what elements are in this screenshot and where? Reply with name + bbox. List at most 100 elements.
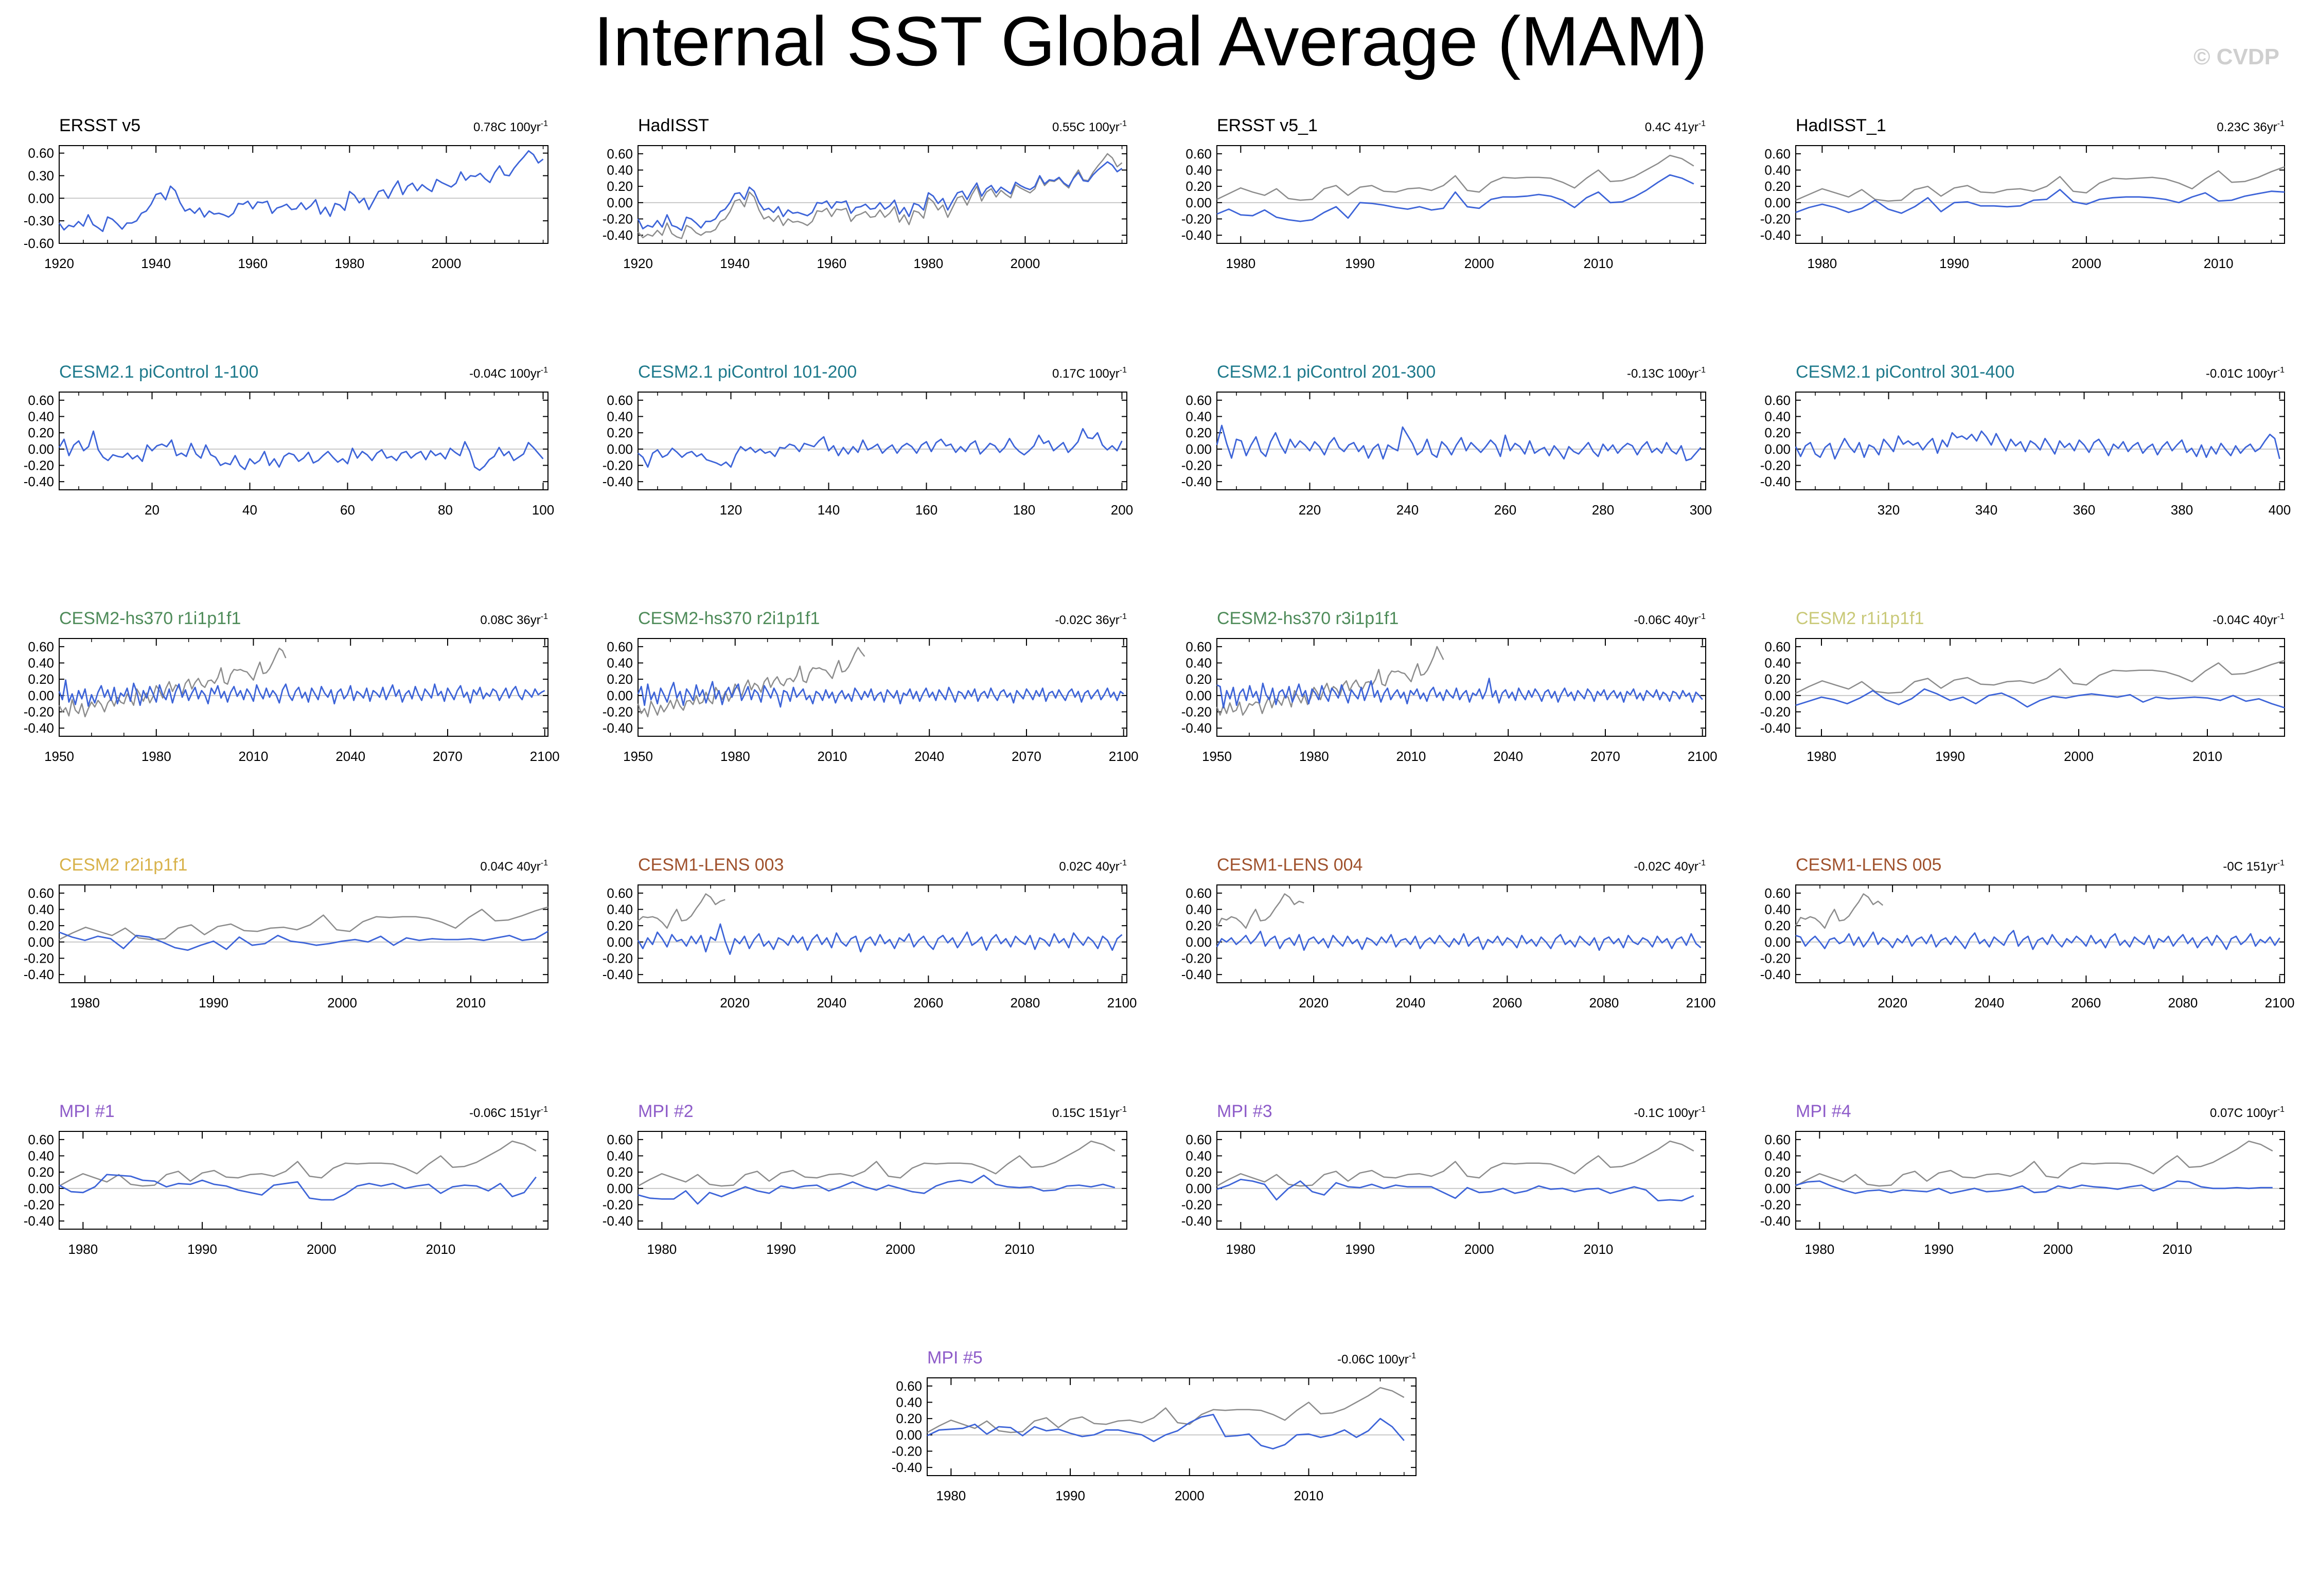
y-tick-label: 0.20 <box>1764 425 1791 440</box>
x-tick-label: 1990 <box>1345 1242 1375 1257</box>
x-tick-label: 40 <box>242 502 257 518</box>
x-tick-label: 1990 <box>1924 1242 1954 1257</box>
x-tick-label: 1980 <box>1226 1242 1255 1257</box>
y-tick-label: -0.40 <box>1760 967 1791 982</box>
chart-panel: MPI #4 0.07C 100yr-1 -0.40-0.200.000.200.4… <box>1760 1102 2285 1257</box>
model-series-line <box>1216 424 1702 462</box>
y-tick-label: -0.20 <box>24 1197 54 1213</box>
x-tick-label: 2010 <box>2163 1242 2192 1257</box>
y-tick-label: 0.60 <box>1764 885 1791 901</box>
model-series-line <box>58 150 544 233</box>
chart-panel: CESM1-LENS 004 -0.02C 40yr-1 -0.40-0.200.0… <box>1181 855 1716 1010</box>
x-tick-label: 1950 <box>44 749 74 764</box>
y-tick-label: 0.00 <box>607 195 633 210</box>
plot-frame <box>1795 884 2285 983</box>
y-tick-label: 0.20 <box>607 671 633 687</box>
x-tick-label: 1980 <box>647 1242 677 1257</box>
observed-series-line <box>1216 646 1444 716</box>
trend-exponent: -1 <box>1120 366 1127 375</box>
trend-label: -0.04C 40yr-1 <box>2212 612 2285 627</box>
x-tick-label: 2010 <box>239 749 269 764</box>
plot-frame <box>638 1131 1127 1230</box>
y-tick-label: 0.20 <box>607 918 633 933</box>
y-tick-label: 0.60 <box>28 885 54 901</box>
x-tick-label: 1920 <box>623 256 653 271</box>
model-series-line <box>1216 174 1694 222</box>
plot-frame <box>638 145 1127 244</box>
y-tick-label: 0.00 <box>896 1427 922 1443</box>
panel-title: CESM1-LENS 003 <box>638 855 784 875</box>
x-tick-label: 2000 <box>1011 256 1040 271</box>
plot-frame <box>1216 638 1706 737</box>
trend-label: 0.07C 100yr-1 <box>2210 1105 2285 1120</box>
x-tick-label: 2000 <box>307 1242 337 1257</box>
x-tick-label: 2010 <box>2192 749 2222 764</box>
x-tick-label: 2040 <box>1395 995 1425 1010</box>
trend-exponent: -1 <box>541 859 548 867</box>
panel-title: HadISST <box>638 116 709 135</box>
chart-panel: MPI #5 -0.06C 100yr-1-0.40-0.200.000.200.… <box>892 1348 1417 1503</box>
x-tick-label: 2000 <box>886 1242 915 1257</box>
model-series-line <box>637 923 1123 955</box>
y-tick-label: -0.40 <box>603 474 633 489</box>
y-tick-label: -0.20 <box>24 951 54 966</box>
panel-title: CESM1-LENS 005 <box>1796 855 1941 875</box>
chart-panel: CESM2-hs370 r2i1p1f1 -0.02C 36yr-1-0.40-0… <box>603 609 1139 764</box>
y-tick-label: 0.60 <box>1764 639 1791 654</box>
x-tick-label: 2010 <box>1396 749 1426 764</box>
y-tick-label: 0.40 <box>28 1148 54 1164</box>
trend-value: 0.08C 36yr <box>480 613 540 627</box>
observed-series-line <box>1216 893 1304 929</box>
y-tick-label: 0.20 <box>1764 671 1791 687</box>
x-tick-label: 60 <box>340 502 355 518</box>
model-series-line <box>1216 1178 1694 1202</box>
x-tick-label: 2070 <box>1590 749 1620 764</box>
panel-title: ERSST v5_1 <box>1217 116 1318 135</box>
x-tick-label: 380 <box>2171 502 2193 518</box>
y-tick-label: -0.40 <box>1181 1213 1212 1229</box>
y-tick-label: 0.60 <box>28 639 54 654</box>
y-tick-label: -0.40 <box>24 720 54 736</box>
y-tick-label: 0.60 <box>607 146 633 162</box>
x-tick-label: 2010 <box>426 1242 456 1257</box>
panel-title: CESM2 r2i1p1f1 <box>59 855 187 875</box>
chart-panel: MPI #3 -0.1C 100yr-1 -0.40-0.200.000.200.4… <box>1181 1102 1706 1257</box>
y-tick-label: -0.40 <box>603 1213 633 1229</box>
y-tick-label: 0.40 <box>1185 655 1212 671</box>
x-tick-label: 2020 <box>1878 995 1907 1010</box>
x-tick-label: 140 <box>818 502 840 518</box>
plot-frame <box>59 1131 548 1230</box>
plot-frame <box>59 638 548 737</box>
x-tick-label: 2060 <box>2071 995 2101 1010</box>
x-tick-label: 2040 <box>1493 749 1523 764</box>
y-tick-label: -0.20 <box>1181 1197 1212 1213</box>
chart-panel: CESM1-LENS 005 -0C 151yr-1-0.40-0.200.000… <box>1760 855 2295 1010</box>
x-tick-label: 2100 <box>1109 749 1139 764</box>
x-tick-label: 1980 <box>334 256 364 271</box>
x-tick-label: 100 <box>532 502 554 518</box>
y-tick-label: 0.40 <box>1764 655 1791 671</box>
trend-label: -0.01C 100yr-1 <box>2206 366 2285 381</box>
x-tick-label: 2010 <box>1584 1242 1614 1257</box>
watermark: © CVDP <box>2193 44 2279 69</box>
x-tick-label: 2000 <box>432 256 462 271</box>
trend-label: 0.04C 40yr-1 <box>480 859 548 874</box>
y-tick-label: 0.00 <box>607 934 633 950</box>
x-tick-label: 1950 <box>623 749 653 764</box>
x-tick-label: 2010 <box>818 749 847 764</box>
x-tick-label: 1980 <box>1226 256 1255 271</box>
x-tick-label: 280 <box>1592 502 1614 518</box>
trend-label: -0.13C 100yr-1 <box>1627 366 1706 381</box>
trend-exponent: -1 <box>1698 1105 1706 1114</box>
x-tick-label: 2070 <box>1012 749 1041 764</box>
x-tick-label: 1980 <box>1807 749 1836 764</box>
model-series-line <box>1216 678 1703 708</box>
trend-value: -0.06C 151yr <box>469 1106 541 1120</box>
chart-panel: MPI #1 -0.06C 151yr-1-0.40-0.200.000.200.… <box>24 1102 548 1257</box>
y-tick-label: 0.00 <box>607 441 633 457</box>
chart-panel: ERSST v5 0.78C 100yr-1 -0.60 -0.30 0.00 0.30 0… <box>24 116 548 271</box>
observed-series-line <box>638 153 1123 239</box>
x-tick-label: 2100 <box>1107 995 1137 1010</box>
y-tick-label: 0.40 <box>607 655 633 671</box>
x-tick-label: 1990 <box>187 1242 217 1257</box>
